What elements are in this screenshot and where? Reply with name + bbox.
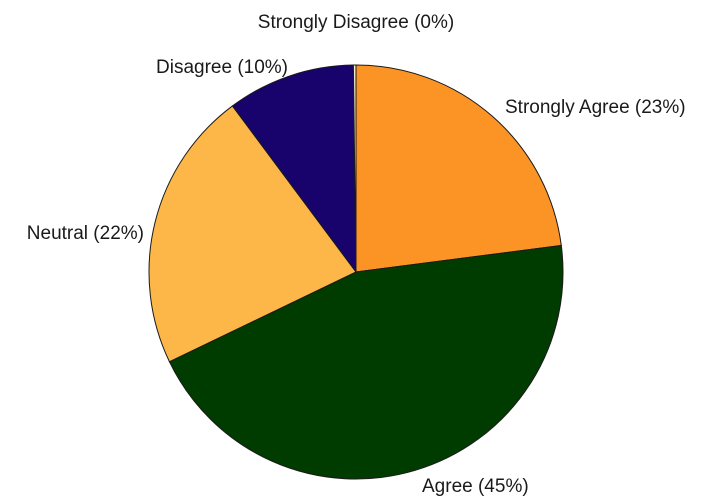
slice-label-strongly-agree: Strongly Agree (23%) [505, 97, 686, 118]
slices-layer [148, 64, 564, 480]
slice-strongly-disagree [352, 64, 357, 273]
slice-agree [168, 244, 564, 480]
slice-neutral [148, 105, 357, 363]
slice-disagree [231, 64, 357, 274]
slice-label-strongly-disagree: Strongly Disagree (0%) [258, 12, 454, 33]
slice-label-agree: Agree (45%) [422, 476, 529, 497]
slice-strongly-agree [355, 64, 562, 273]
slice-label-neutral: Neutral (22%) [27, 223, 144, 244]
labels-layer: Strongly Agree (23%) Agree (45%) Neutral (… [27, 12, 686, 497]
slice-label-disagree: Disagree (10%) [156, 57, 288, 78]
